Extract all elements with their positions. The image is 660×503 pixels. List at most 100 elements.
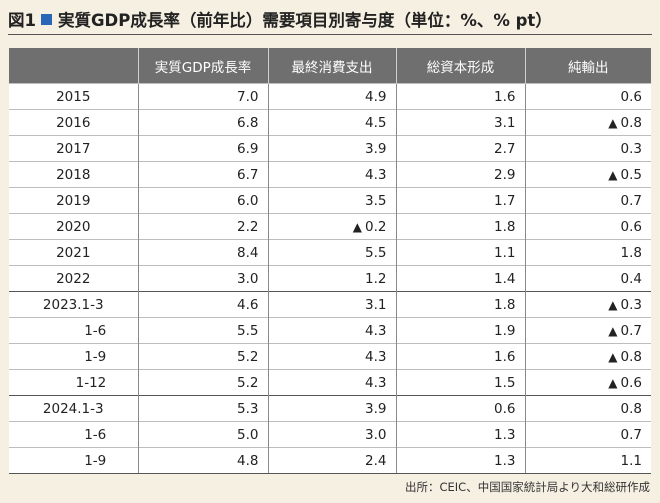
gross-capital-formation-cell: 1.8	[395, 213, 525, 240]
period-cell: 2022	[9, 265, 138, 292]
gross-capital-formation-cell: 1.3	[395, 447, 525, 474]
gross-capital-formation-cell: 1.5	[395, 369, 525, 396]
cell-value: 1.6	[494, 348, 516, 365]
cell-value: 1.7	[494, 192, 516, 209]
final-consumption-cell: 4.3	[267, 161, 396, 188]
period-label: 1-9	[84, 348, 107, 365]
table-row: 2017 6.9 3.9 2.7 0.3	[9, 135, 651, 162]
real-gdp-growth-cell: 6.0	[137, 187, 268, 214]
final-consumption-cell: 3.0	[267, 421, 396, 448]
cell-value: 1.9	[494, 322, 516, 339]
net-exports-cell: ▲ 0.3	[524, 291, 651, 318]
real-gdp-growth-cell: 5.3	[137, 395, 268, 422]
net-exports-cell: ▲ 0.5	[524, 161, 651, 188]
cell-value: 0.2	[365, 218, 387, 235]
table-row: 2023.1-3 4.6 3.1 1.8 ▲ 0.3	[9, 291, 651, 318]
real-gdp-growth-cell: 4.8	[137, 447, 268, 474]
real-gdp-growth-cell: 5.5	[137, 317, 268, 344]
cell-value: 1.1	[494, 244, 516, 261]
figure-title: 図1 実質GDP成長率（前年比）需要項目別寄与度（単位：%、% pt）	[8, 6, 652, 32]
cell-value: 0.6	[494, 400, 516, 417]
net-exports-cell: 0.4	[524, 265, 651, 292]
period-label: 1-12	[75, 374, 107, 391]
cell-value: 3.5	[365, 192, 387, 209]
real-gdp-growth-cell: 6.9	[137, 135, 268, 162]
cell-value: 4.3	[365, 374, 387, 391]
final-consumption-cell: 3.9	[267, 395, 396, 422]
real-gdp-growth-cell: 4.6	[137, 291, 268, 318]
header-period	[9, 48, 138, 84]
header-real-gdp-growth: 実質GDP成長率	[137, 48, 268, 84]
gross-capital-formation-cell: 1.6	[395, 83, 525, 110]
period-cell: 2021	[9, 239, 138, 266]
final-consumption-cell: 3.5	[267, 187, 396, 214]
cell-value: 1.3	[494, 452, 516, 469]
cell-value: 3.9	[365, 400, 387, 417]
cell-value: 4.5	[365, 114, 387, 131]
cell-value: 3.1	[365, 296, 387, 313]
table-row: 1-12 5.2 4.3 1.5 ▲ 0.6	[9, 369, 651, 396]
table-row: 2021 8.4 5.5 1.1 1.8	[9, 239, 651, 266]
final-consumption-cell: 4.5	[267, 109, 396, 136]
net-exports-cell: 0.7	[524, 421, 651, 448]
figure-title-text: 実質GDP成長率（前年比）需要項目別寄与度（単位：%、% pt）	[57, 11, 552, 30]
period-label: 1-6	[84, 426, 107, 443]
cell-value: 0.6	[620, 374, 642, 391]
table-row: 2024.1-3 5.3 3.9 0.6 0.8	[9, 395, 651, 422]
period-cell: 2019	[9, 187, 138, 214]
cell-value: 8.4	[237, 244, 259, 261]
cell-value: 3.0	[365, 426, 387, 443]
table-row: 2022 3.0 1.2 1.4 0.4	[9, 265, 651, 292]
cell-value: 3.1	[494, 114, 516, 131]
real-gdp-growth-cell: 8.4	[137, 239, 268, 266]
real-gdp-growth-cell: 5.0	[137, 421, 268, 448]
net-exports-cell: 0.3	[524, 135, 651, 162]
cell-value: 4.9	[365, 88, 387, 105]
header-final-consumption: 最終消費支出	[267, 48, 396, 84]
period-cell: 2023.1-3	[9, 291, 138, 318]
cell-value: 6.7	[237, 166, 259, 183]
cell-value: 5.5	[365, 244, 387, 261]
real-gdp-growth-cell: 6.7	[137, 161, 268, 188]
negative-triangle-icon: ▲	[608, 323, 618, 338]
net-exports-cell: 0.7	[524, 187, 651, 214]
period-label: 1-9	[84, 452, 107, 469]
cell-value: 4.3	[365, 166, 387, 183]
real-gdp-growth-cell: 6.8	[137, 109, 268, 136]
cell-value: 0.3	[620, 296, 642, 313]
period-cell: 2020	[9, 213, 138, 240]
cell-value: 4.6	[237, 296, 259, 313]
real-gdp-growth-cell: 3.0	[137, 265, 268, 292]
period-cell: 2015	[9, 83, 138, 110]
cell-value: 7.0	[237, 88, 259, 105]
cell-value: 2.7	[494, 140, 516, 157]
gross-capital-formation-cell: 1.3	[395, 421, 525, 448]
table-row: 1-9 4.8 2.4 1.3 1.1	[9, 447, 651, 474]
header-gross-capital-formation: 総資本形成	[395, 48, 525, 84]
net-exports-cell: 0.6	[524, 83, 651, 110]
cell-value: 1.1	[620, 452, 642, 469]
cell-value: 0.4	[620, 270, 642, 287]
cell-value: 3.0	[237, 270, 259, 287]
cell-value: 5.3	[237, 400, 259, 417]
cell-value: 0.7	[620, 426, 642, 443]
period-cell: 2016	[9, 109, 138, 136]
cell-value: 1.8	[494, 296, 516, 313]
net-exports-cell: 0.8	[524, 395, 651, 422]
period-cell: 2017	[9, 135, 138, 162]
net-exports-cell: 1.8	[524, 239, 651, 266]
period-cell: 1-12	[9, 369, 138, 396]
final-consumption-cell: 2.4	[267, 447, 396, 474]
cell-value: 0.5	[620, 166, 642, 183]
cell-value: 0.8	[620, 400, 642, 417]
gross-capital-formation-cell: 1.4	[395, 265, 525, 292]
gross-capital-formation-cell: 3.1	[395, 109, 525, 136]
negative-triangle-icon: ▲	[608, 349, 618, 364]
cell-value: 5.5	[237, 322, 259, 339]
cell-value: 5.2	[237, 348, 259, 365]
cell-value: 1.3	[494, 426, 516, 443]
negative-triangle-icon: ▲	[608, 115, 618, 130]
net-exports-cell: ▲ 0.8	[524, 343, 651, 370]
period-label: 1-6	[84, 322, 107, 339]
table-row: 1-6 5.5 4.3 1.9 ▲ 0.7	[9, 317, 651, 344]
